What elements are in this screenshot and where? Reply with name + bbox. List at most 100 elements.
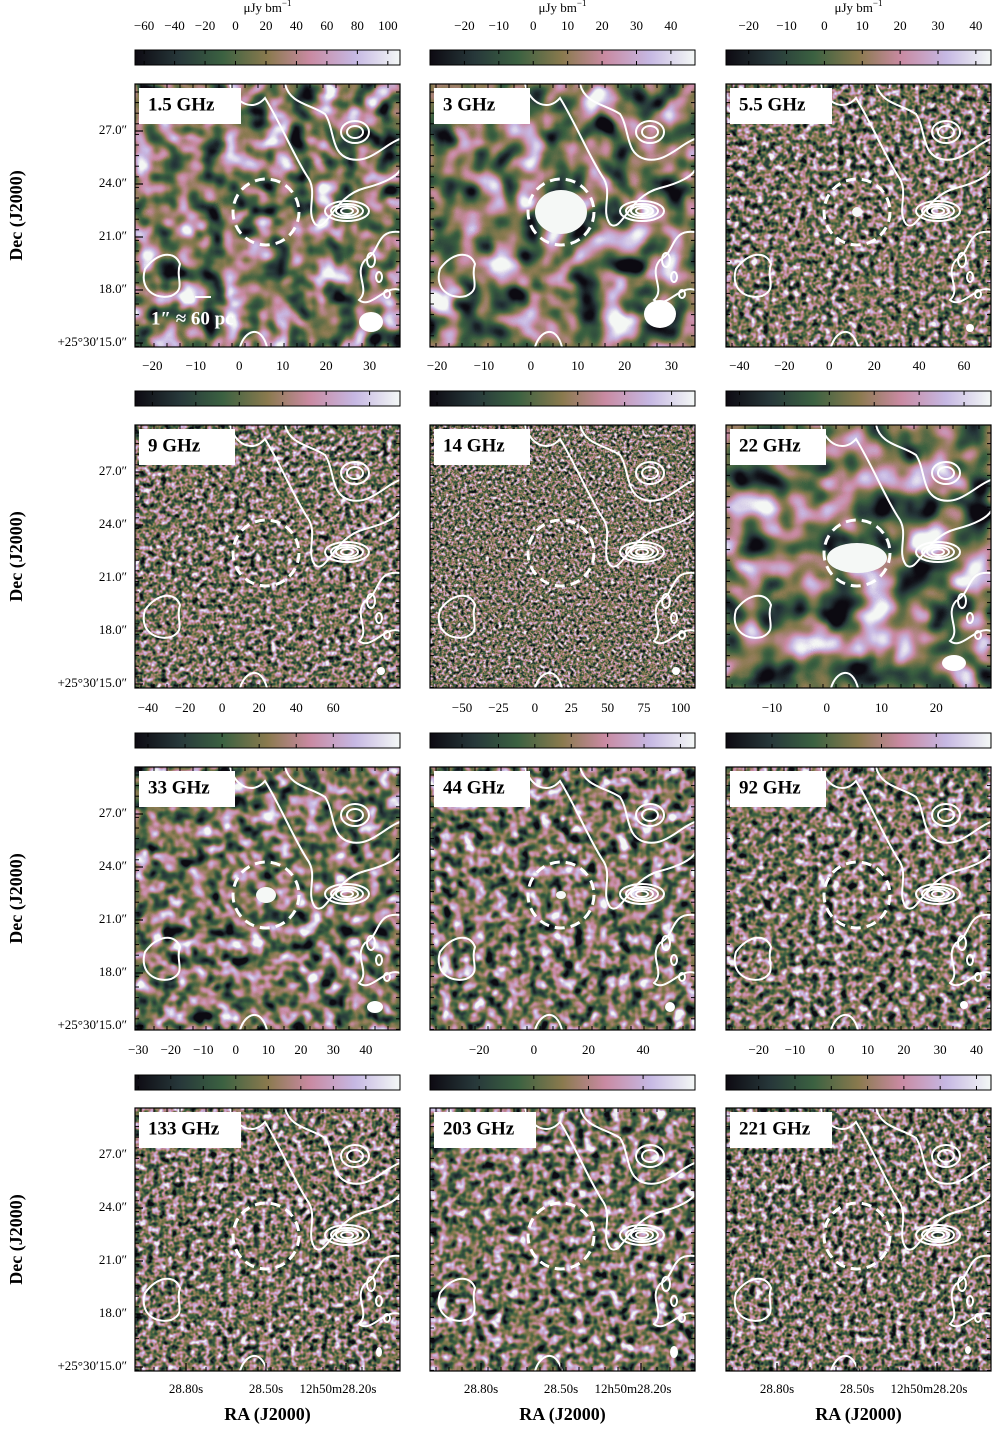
y-axis-label: Dec (J2000) [6, 1194, 27, 1284]
colorbar-tick-label: 20 [894, 18, 907, 33]
colorbar-tick-label: 20 [930, 700, 943, 715]
colorbar [135, 733, 400, 748]
colorbar-tick-label: −25 [488, 700, 508, 715]
colorbar-tick-label: 20 [294, 1042, 307, 1057]
colorbar-tick-label: 0 [528, 358, 535, 373]
image-panel: 221 GHz [726, 1108, 991, 1371]
scale-bar-label: 1″ ≈ 60 pc [151, 308, 234, 329]
colorbar-tick-label: 20 [596, 18, 609, 33]
panel-label: 14 GHz [443, 435, 505, 456]
colorbar-tick-label: 40 [970, 1042, 983, 1057]
image-panel: 44 GHz [430, 767, 695, 1030]
colorbar-tick-label: 25 [565, 700, 578, 715]
y-tick-label: +25°30′15.0″ [57, 1358, 127, 1373]
beam [942, 655, 966, 671]
y-tick-label: 24.0″ [99, 858, 127, 873]
source-emission [852, 207, 862, 217]
colorbar [726, 1075, 991, 1090]
beam [665, 1002, 675, 1012]
image-panel: 1.5 GHz1″ ≈ 60 pc [135, 84, 400, 347]
y-tick-label: 21.0″ [99, 911, 127, 926]
colorbar-tick-label: 0 [826, 358, 833, 373]
colorbar-tick-label: −20 [774, 358, 794, 373]
colorbar-tick-label: 40 [664, 18, 677, 33]
image-panel: 14 GHz [430, 425, 695, 688]
y-axis-label: Dec (J2000) [6, 853, 27, 943]
x-axis-label: RA (J2000) [224, 1404, 311, 1425]
y-tick-label: 21.0″ [99, 228, 127, 243]
colorbar-tick-label: −20 [748, 1042, 768, 1057]
colorbar-tick-label: 30 [363, 358, 376, 373]
colorbar-tick-label: −20 [427, 358, 447, 373]
x-tick-label: 28.80s [464, 1381, 498, 1396]
panel-label: 44 GHz [443, 777, 505, 798]
colorbar-tick-label: −10 [762, 700, 782, 715]
colorbar [726, 733, 991, 748]
colorbar-tick-label: 20 [253, 700, 266, 715]
x-axis-label: RA (J2000) [519, 1404, 606, 1425]
colorbar-tick-label: −20 [142, 358, 162, 373]
colorbar-tick-label: 30 [327, 1042, 340, 1057]
image-panel: 5.5 GHz [726, 84, 991, 347]
colorbar [726, 391, 991, 406]
image-panel: 203 GHz [430, 1108, 695, 1371]
colorbar-tick-label: 40 [359, 1042, 372, 1057]
colorbar [430, 391, 695, 406]
y-tick-label: 18.0″ [99, 964, 127, 979]
unit-text: μJy bm [244, 0, 282, 15]
beam [672, 667, 680, 675]
beam [367, 1001, 383, 1013]
y-tick-label: 24.0″ [99, 175, 127, 190]
colorbar-tick-label: 20 [618, 358, 631, 373]
colorbar-tick-label: 0 [823, 700, 830, 715]
colorbar-tick-label: −20 [195, 18, 215, 33]
colorbar-unit: μJy bm−1 [835, 0, 883, 15]
y-tick-label: +25°30′15.0″ [57, 675, 127, 690]
panel-label: 221 GHz [739, 1118, 811, 1139]
x-tick-label: 12h50m28.20s [891, 1381, 968, 1396]
colorbar-tick-label: 10 [561, 18, 574, 33]
colorbar [135, 391, 400, 406]
colorbar-tick-label: 40 [969, 18, 982, 33]
unit-exponent: −1 [282, 0, 292, 8]
y-tick-label: 27.0″ [99, 122, 127, 137]
panel-label: 33 GHz [148, 777, 210, 798]
colorbar-tick-label: −40 [164, 18, 184, 33]
beam [966, 324, 974, 332]
colorbar-tick-label: 0 [236, 358, 243, 373]
y-tick-label: 18.0″ [99, 1305, 127, 1320]
colorbar-tick-label: 20 [259, 18, 272, 33]
colorbar-tick-label: 30 [934, 1042, 947, 1057]
colorbar-tick-label: 10 [875, 700, 888, 715]
y-axis-label: Dec (J2000) [6, 170, 27, 260]
panel-label: 3 GHz [443, 94, 496, 115]
figure: μJy bm−1−60−40−200204060801001.5 GHz1″ ≈… [0, 0, 996, 1431]
colorbar-tick-label: −20 [739, 18, 759, 33]
colorbar-tick-label: 75 [638, 700, 651, 715]
colorbar-tick-label: 20 [897, 1042, 910, 1057]
panel-label: 133 GHz [148, 1118, 220, 1139]
y-tick-label: 21.0″ [99, 1252, 127, 1267]
unit-text: μJy bm [835, 0, 873, 15]
colorbar-tick-label: −20 [161, 1042, 181, 1057]
colorbar-tick-label: −20 [454, 18, 474, 33]
colorbar-tick-label: 60 [958, 358, 971, 373]
colorbar-tick-label: 10 [571, 358, 584, 373]
y-tick-label: 18.0″ [99, 622, 127, 637]
colorbar-tick-label: 40 [290, 18, 303, 33]
colorbar-tick-label: −40 [729, 358, 749, 373]
panel-label: 92 GHz [739, 777, 801, 798]
colorbar-tick-label: −10 [186, 358, 206, 373]
image-panel: 22 GHz [726, 425, 991, 688]
colorbar-tick-label: 20 [320, 358, 333, 373]
colorbar-tick-label: 20 [582, 1042, 595, 1057]
y-tick-label: 24.0″ [99, 1199, 127, 1214]
beam [377, 667, 385, 675]
colorbar-tick-label: 0 [532, 700, 539, 715]
beam [670, 1346, 678, 1358]
beam [644, 300, 676, 328]
colorbar-tick-label: 30 [665, 358, 678, 373]
x-axis-label: RA (J2000) [815, 1404, 902, 1425]
panel-label: 22 GHz [739, 435, 801, 456]
colorbar-tick-label: 40 [290, 700, 303, 715]
